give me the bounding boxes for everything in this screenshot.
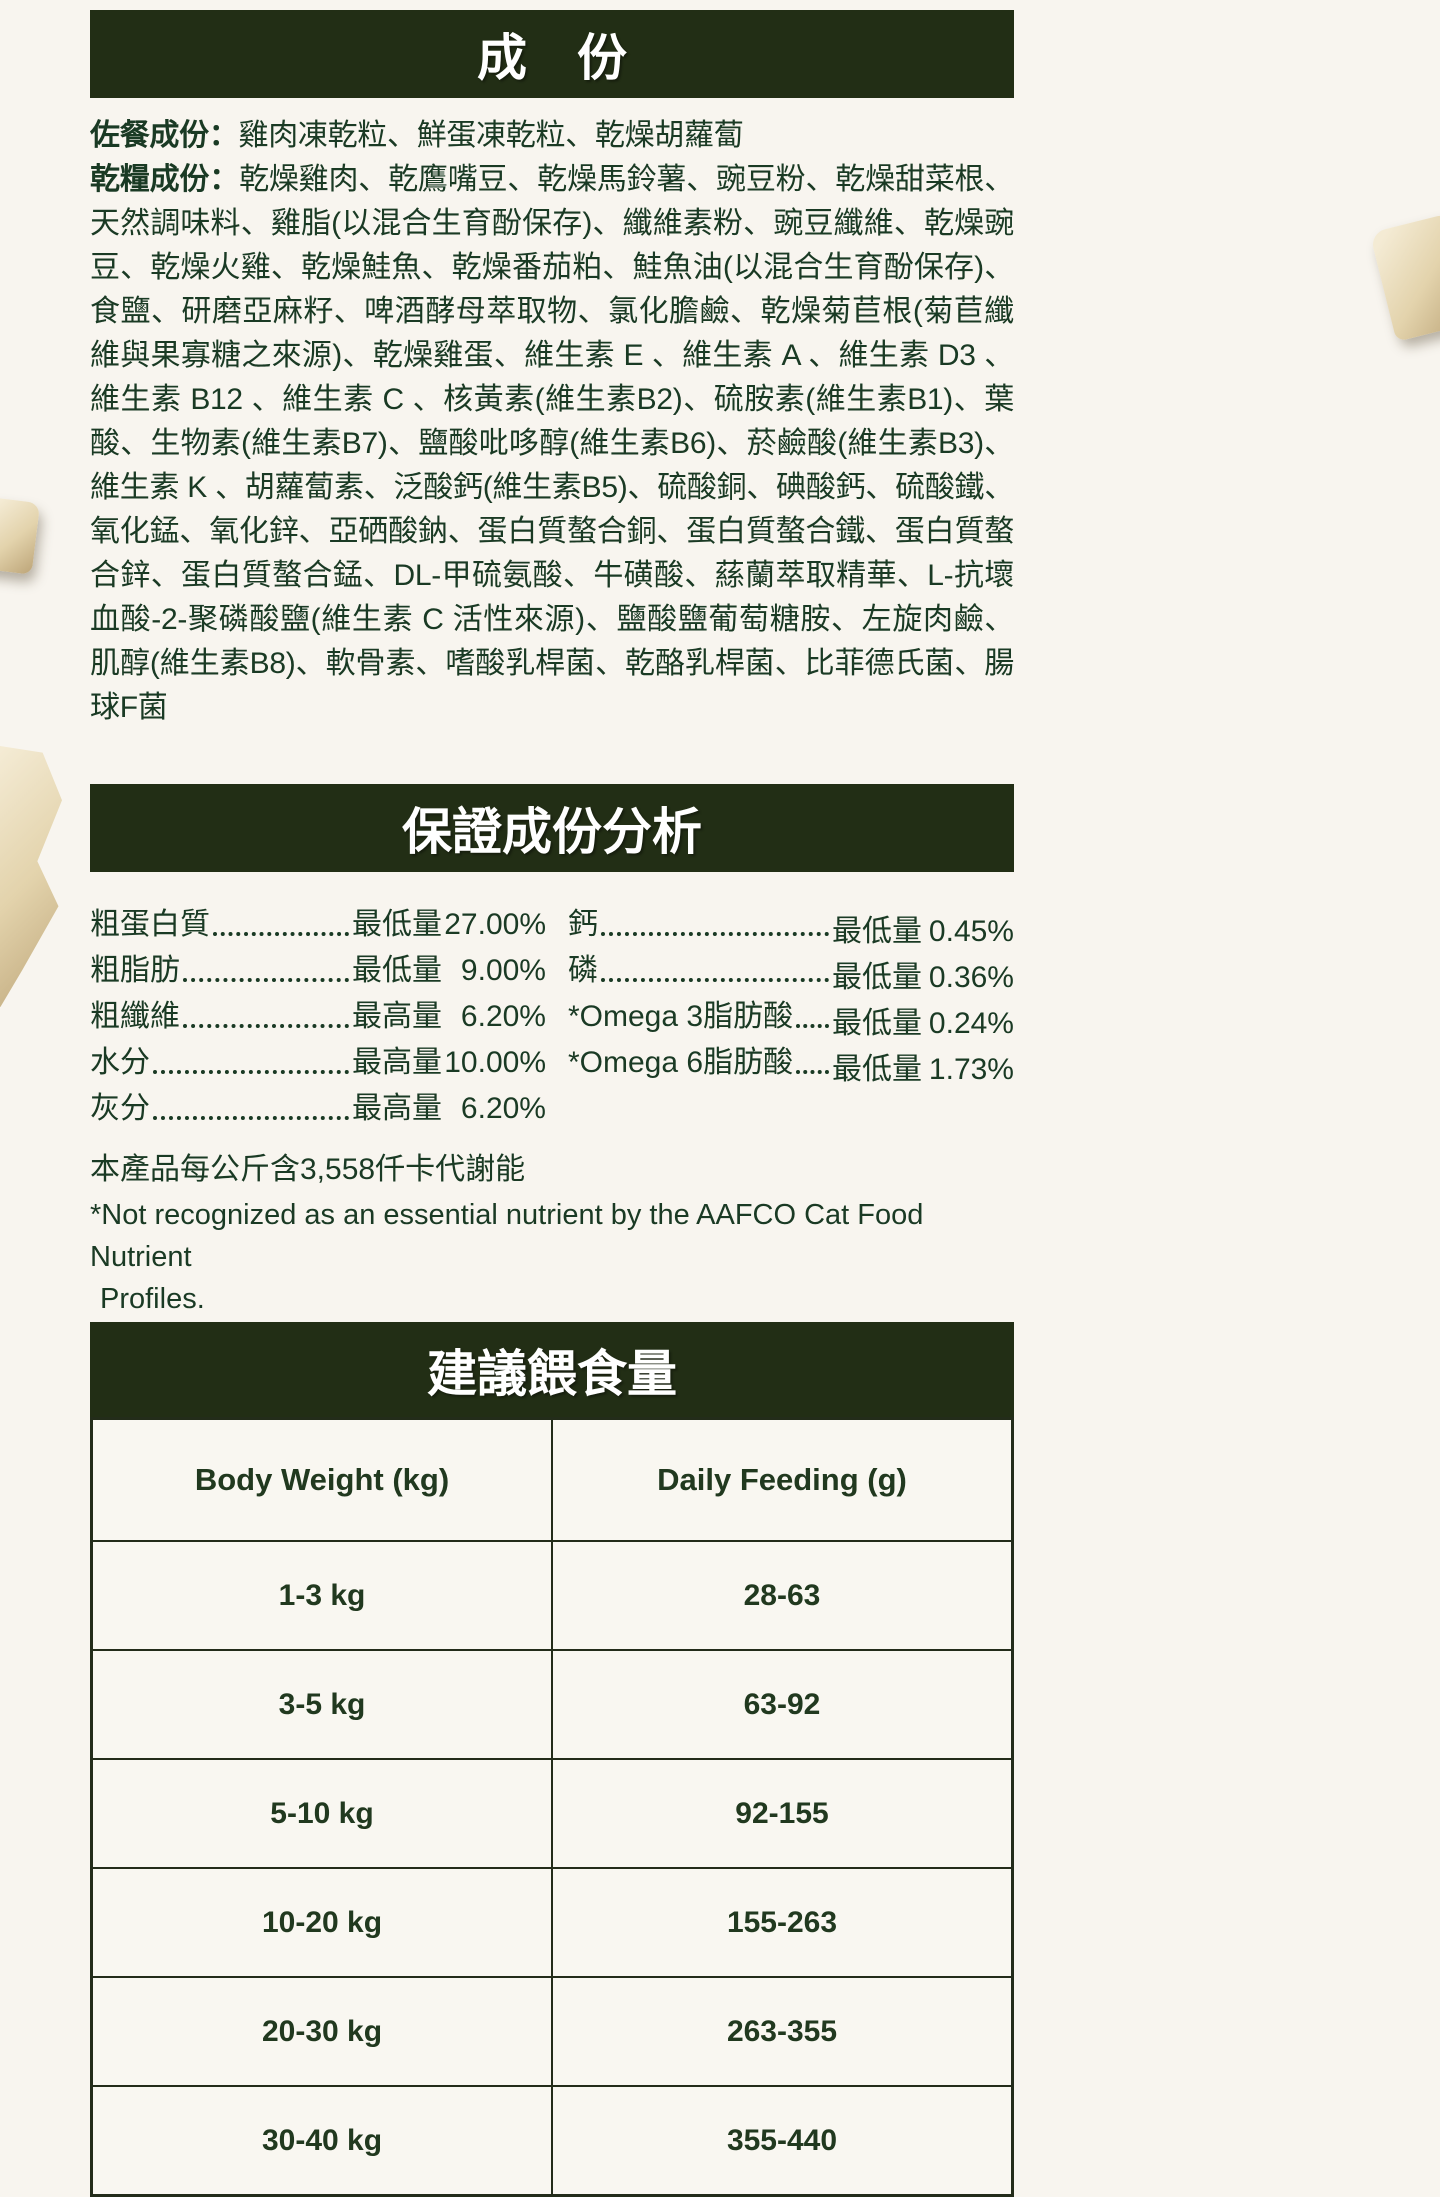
decorative-food-chunk	[0, 742, 62, 1007]
feeding-table-row: 10-20 kg 155-263	[90, 1867, 1014, 1978]
dotted-leader	[601, 932, 829, 936]
analysis-row-crude-protein: 粗蛋白質 最低量 27.00%	[90, 902, 546, 948]
nutrient-result: 最高量 6.20%	[352, 994, 546, 1040]
guaranteed-analysis-section: 粗蛋白質 最低量 27.00% 粗脂肪 最低量 9.00% 粗纖維 最高量 6.20%…	[90, 902, 1014, 1132]
nutrient-label: 粗脂肪	[90, 954, 180, 987]
aafco-footnote-line1: *Not recognized as an essential nutrient…	[90, 1199, 924, 1273]
kibble-ingredients-text: 乾燥雞肉、乾鷹嘴豆、乾燥馬鈴薯、豌豆粉、乾燥甜菜根、天然調味料、雞脂(以混合生育…	[90, 163, 1015, 724]
dotted-leader	[183, 978, 349, 982]
kibble-ingredients-paragraph: 乾糧成份：乾燥雞肉、乾鷹嘴豆、乾燥馬鈴薯、豌豆粉、乾燥甜菜根、天然調味料、雞脂(…	[90, 158, 1014, 730]
nutrient-result: 最低量 9.00%	[352, 948, 546, 994]
nutrient-value: 9.00%	[460, 954, 546, 987]
aafco-footnote: *Not recognized as an essential nutrient…	[90, 1194, 1014, 1320]
nutrient-result: 最低量 27.00%	[352, 902, 546, 948]
analysis-row-crude-fat: 粗脂肪 最低量 9.00%	[90, 948, 546, 994]
nutrient-qualifier: 最高量	[352, 1046, 442, 1079]
dotted-leader	[796, 1024, 829, 1028]
body-weight-column-header: Body Weight (kg)	[90, 1417, 553, 1542]
nutrient-value: 1.73%	[928, 1053, 1014, 1086]
analysis-row-ash: 灰分 最高量 6.20%	[90, 1086, 546, 1132]
analysis-row-crude-fiber: 粗纖維 最高量 6.20%	[90, 994, 546, 1040]
feeding-guide-banner-title: 建議餵食量	[427, 1345, 677, 1402]
nutrient-label: 水分	[90, 1046, 150, 1079]
aafco-footnote-line2: Profiles.	[100, 1283, 205, 1315]
nutrient-result: 最高量 6.20%	[352, 1086, 546, 1132]
nutrient-label: 磷	[568, 954, 598, 987]
nutrient-label: *Omega 6脂肪酸	[568, 1046, 794, 1079]
dotted-leader	[153, 1116, 349, 1120]
nutrient-result: 最低量 1.73%	[832, 1047, 1014, 1093]
analysis-row-calcium: 鈣 最低量 0.45%	[568, 902, 1014, 948]
nutrient-qualifier: 最低量	[832, 961, 922, 994]
feeding-table-row: 1-3 kg 28-63	[90, 1540, 1014, 1651]
nutrient-value: 6.20%	[460, 1000, 546, 1033]
nutrient-qualifier: 最低量	[832, 915, 922, 948]
nutrient-result: 最低量 0.45%	[832, 909, 1014, 955]
feeding-guide-table: Body Weight (kg) Daily Feeding (g) 1-3 k…	[90, 1417, 1014, 2197]
nutrient-qualifier: 最低量	[832, 1053, 922, 1086]
nutrient-value: 0.45%	[928, 915, 1014, 948]
nutrient-qualifier: 最低量	[352, 908, 442, 941]
nutrient-value: 0.24%	[928, 1007, 1014, 1040]
guaranteed-analysis-banner: 保證成份分析	[90, 784, 1014, 872]
dotted-leader	[213, 932, 349, 936]
nutrient-value: 10.00%	[444, 1046, 546, 1079]
topping-ingredients-line: 佐餐成份：雞肉凍乾粒、鮮蛋凍乾粒、乾燥胡蘿蔔	[90, 114, 1014, 158]
nutrient-result: 最低量 0.24%	[832, 1001, 1014, 1047]
body-weight-cell: 20-30 kg	[90, 1976, 553, 2087]
daily-feeding-cell: 155-263	[551, 1867, 1014, 1978]
nutrient-qualifier: 最低量	[832, 1007, 922, 1040]
body-weight-cell: 10-20 kg	[90, 1867, 553, 1978]
body-weight-cell: 5-10 kg	[90, 1758, 553, 1869]
analysis-row-phosphorus: 磷 最低量 0.36%	[568, 948, 1014, 994]
analysis-row-moisture: 水分 最高量 10.00%	[90, 1040, 546, 1086]
label-panel: 成 份 佐餐成份：雞肉凍乾粒、鮮蛋凍乾粒、乾燥胡蘿蔔 乾糧成份：乾燥雞肉、乾鷹嘴…	[90, 0, 1014, 2197]
ingredients-banner: 成 份	[90, 10, 1014, 98]
analysis-left-column: 粗蛋白質 最低量 27.00% 粗脂肪 最低量 9.00% 粗纖維 最高量 6.20%…	[90, 902, 546, 1132]
topping-ingredients-text: 雞肉凍乾粒、鮮蛋凍乾粒、乾燥胡蘿蔔	[238, 119, 744, 152]
daily-feeding-cell: 63-92	[551, 1649, 1014, 1760]
nutrient-label: 粗蛋白質	[90, 908, 210, 941]
body-weight-cell: 3-5 kg	[90, 1649, 553, 1760]
kibble-ingredients-label: 乾糧成份：	[90, 163, 240, 196]
daily-feeding-cell: 263-355	[551, 1976, 1014, 2087]
analysis-row-omega3: *Omega 3脂肪酸 最低量 0.24%	[568, 994, 1014, 1040]
nutrient-value: 27.00%	[444, 908, 546, 941]
daily-feeding-cell: 28-63	[551, 1540, 1014, 1651]
feeding-guide-banner: 建議餵食量	[90, 1322, 1014, 1417]
nutrient-value: 0.36%	[928, 961, 1014, 994]
feeding-table-row: 20-30 kg 263-355	[90, 1976, 1014, 2087]
dotted-leader	[601, 978, 829, 982]
nutrient-value: 6.20%	[460, 1092, 546, 1125]
body-weight-cell: 1-3 kg	[90, 1540, 553, 1651]
nutrient-result: 最高量 10.00%	[352, 1040, 546, 1086]
ingredients-banner-title: 成 份	[477, 30, 627, 86]
topping-ingredients-label: 佐餐成份：	[90, 119, 239, 152]
analysis-right-column: 鈣 最低量 0.45% 磷 最低量 0.36% *Omega 3脂肪酸 最低量 0.2…	[568, 902, 1014, 1132]
dotted-leader	[183, 1024, 349, 1028]
decorative-food-chunk	[1369, 214, 1440, 342]
daily-feeding-cell: 355-440	[551, 2085, 1014, 2197]
nutrient-label: 鈣	[568, 908, 598, 941]
nutrient-qualifier: 最低量	[352, 954, 442, 987]
guaranteed-analysis-banner-title: 保證成份分析	[402, 804, 702, 860]
analysis-row-omega6: *Omega 6脂肪酸 最低量 1.73%	[568, 1040, 1014, 1086]
decorative-food-chunk	[0, 497, 41, 575]
body-weight-cell: 30-40 kg	[90, 2085, 553, 2197]
metabolizable-energy-note: 本產品每公斤含3,558仟卡代謝能	[90, 1153, 526, 1186]
daily-feeding-cell: 92-155	[551, 1758, 1014, 1869]
nutrient-label: 粗纖維	[90, 1000, 180, 1033]
feeding-table-row: 30-40 kg 355-440	[90, 2085, 1014, 2197]
nutrient-label: *Omega 3脂肪酸	[568, 1000, 794, 1033]
dotted-leader	[796, 1070, 829, 1074]
nutrient-label: 灰分	[90, 1092, 150, 1125]
nutrient-result: 最低量 0.36%	[832, 955, 1014, 1001]
feeding-table-row: 5-10 kg 92-155	[90, 1758, 1014, 1869]
feeding-table-header-row: Body Weight (kg) Daily Feeding (g)	[90, 1417, 1014, 1542]
daily-feeding-column-header: Daily Feeding (g)	[551, 1417, 1014, 1542]
nutrient-qualifier: 最高量	[352, 1000, 442, 1033]
dotted-leader	[153, 1070, 349, 1074]
nutrient-qualifier: 最高量	[352, 1092, 442, 1125]
feeding-table-row: 3-5 kg 63-92	[90, 1649, 1014, 1760]
